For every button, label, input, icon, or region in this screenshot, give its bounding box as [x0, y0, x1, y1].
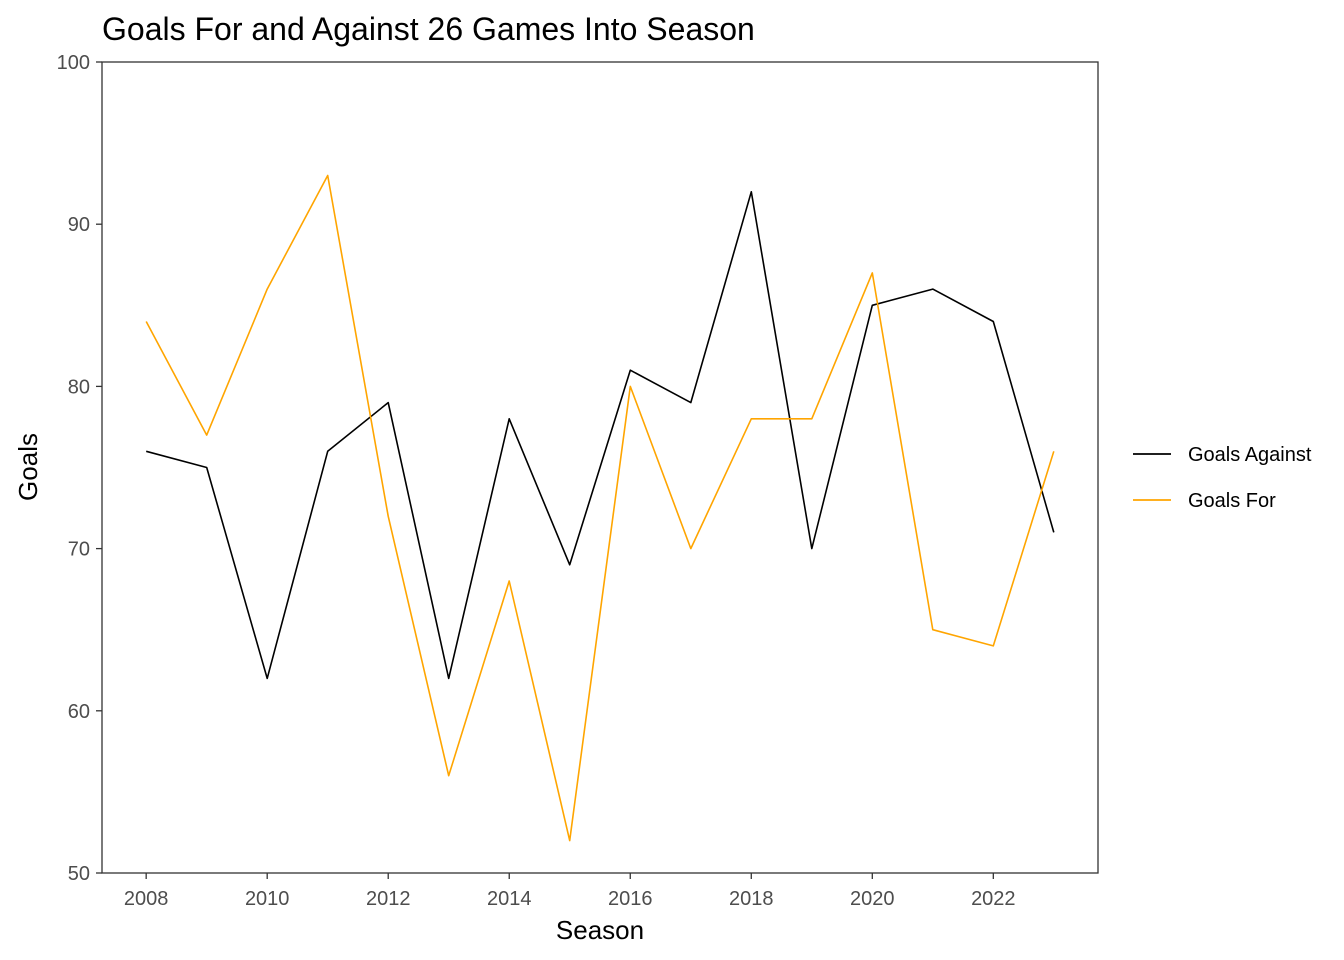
legend-label-goals-against: Goals Against: [1188, 444, 1312, 466]
x-tick-label: 2014: [487, 888, 532, 910]
x-tick-label: 2010: [245, 888, 290, 910]
y-tick-label: 80: [68, 376, 90, 398]
legend: Goals Against Goals For: [1133, 444, 1312, 512]
series-line-goals-for: [145, 174, 1055, 842]
x-tick-label: 2022: [971, 888, 1016, 910]
x-tick-label: 2018: [729, 888, 774, 910]
y-tick-label: 100: [57, 52, 90, 74]
y-tick-label: 60: [68, 701, 90, 723]
y-tick-label: 90: [68, 214, 90, 236]
series-line-goals-against: [145, 191, 1055, 680]
chart-title: Goals For and Against 26 Games Into Seas…: [102, 11, 755, 47]
y-tick-label: 50: [68, 863, 90, 885]
series-layer: [145, 174, 1055, 842]
y-axis: 50 60 70 80 90 100: [57, 52, 102, 885]
x-tick-label: 2012: [366, 888, 411, 910]
x-tick-label: 2020: [850, 888, 895, 910]
x-tick-label: 2016: [608, 888, 653, 910]
x-axis: 2008 2010 2012 2014 2016 2018 2020 2022: [124, 873, 1016, 910]
x-axis-title: Season: [556, 915, 644, 945]
x-tick-label: 2008: [124, 888, 169, 910]
legend-label-goals-for: Goals For: [1188, 490, 1276, 512]
y-axis-title: Goals: [13, 433, 43, 501]
y-tick-label: 70: [68, 539, 90, 561]
